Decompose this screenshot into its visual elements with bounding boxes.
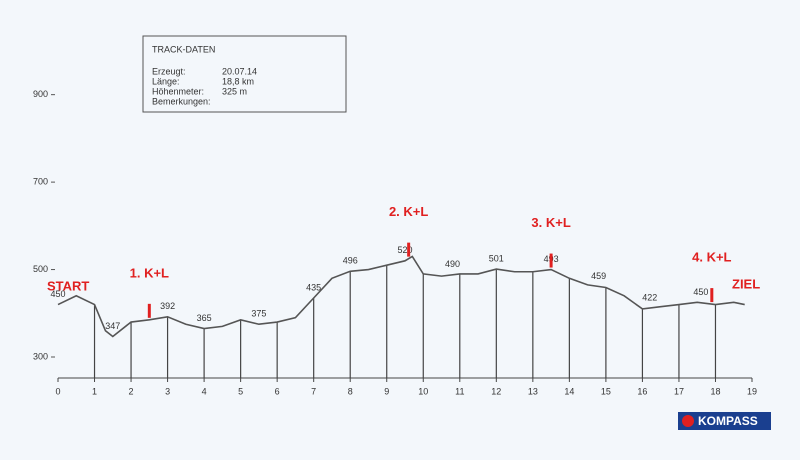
checkpoint-label: 4. K+L [692,250,731,265]
point-label: 496 [343,256,358,266]
y-tick-label: 300 [33,351,48,361]
point-label: 435 [306,282,321,292]
point-label: 490 [445,259,460,269]
point-label: 392 [160,301,175,311]
y-tick-label: 500 [33,264,48,274]
x-tick-label: 6 [275,386,280,396]
checkpoint-marker [710,288,714,303]
x-tick-label: 8 [348,386,353,396]
point-label: 375 [251,309,266,319]
x-tick-label: 14 [564,386,574,396]
point-label: 520 [397,245,412,255]
finish-label: ZIEL [732,276,760,291]
point-label: 459 [591,271,606,281]
logo: KOMPASS [698,414,758,428]
info-row: Bemerkungen: [152,96,211,106]
info-row: 18,8 km [222,76,254,86]
checkpoint-marker [147,303,151,318]
point-label: 450 [50,289,65,299]
x-tick-label: 5 [238,386,243,396]
info-row: Höhenmeter: [152,86,204,96]
info-row: Länge: [152,76,180,86]
x-tick-label: 13 [528,386,538,396]
point-label: 450 [693,287,708,297]
elevation-line [57,255,745,338]
x-tick-label: 7 [311,386,316,396]
x-tick-label: 19 [747,386,757,396]
x-tick-label: 16 [637,386,647,396]
x-tick-label: 17 [674,386,684,396]
point-label: 347 [105,321,120,331]
x-tick-label: 3 [165,386,170,396]
x-tick-label: 0 [55,386,60,396]
info-row: Erzeugt: [152,66,186,76]
logo-box [678,412,771,430]
info-box [142,35,347,113]
x-tick-label: 15 [601,386,611,396]
point-label: 501 [489,253,504,263]
checkpoint-marker [549,253,553,268]
y-tick-label: 700 [33,176,48,186]
point-label: 422 [642,292,657,302]
x-tick-label: 4 [202,386,207,396]
x-tick-label: 10 [418,386,428,396]
x-tick-label: 9 [384,386,389,396]
checkpoint-label: 2. K+L [389,204,428,219]
x-tick-label: 12 [491,386,501,396]
x-tick-label: 18 [710,386,720,396]
logo-icon [682,415,694,427]
start-label: START [47,278,89,293]
info-title: TRACK-DATEN [152,44,215,54]
x-tick-label: 2 [129,386,134,396]
checkpoint-label: 1. K+L [130,265,169,280]
checkpoint-label: 3. K+L [531,215,570,230]
y-tick-label: 900 [33,89,48,99]
info-row: 20.07.14 [222,66,257,76]
point-label: 365 [197,313,212,323]
x-tick-label: 11 [455,386,464,396]
checkpoint-marker [407,242,411,257]
info-row: 325 m [222,86,247,96]
x-tick-label: 1 [92,386,97,396]
